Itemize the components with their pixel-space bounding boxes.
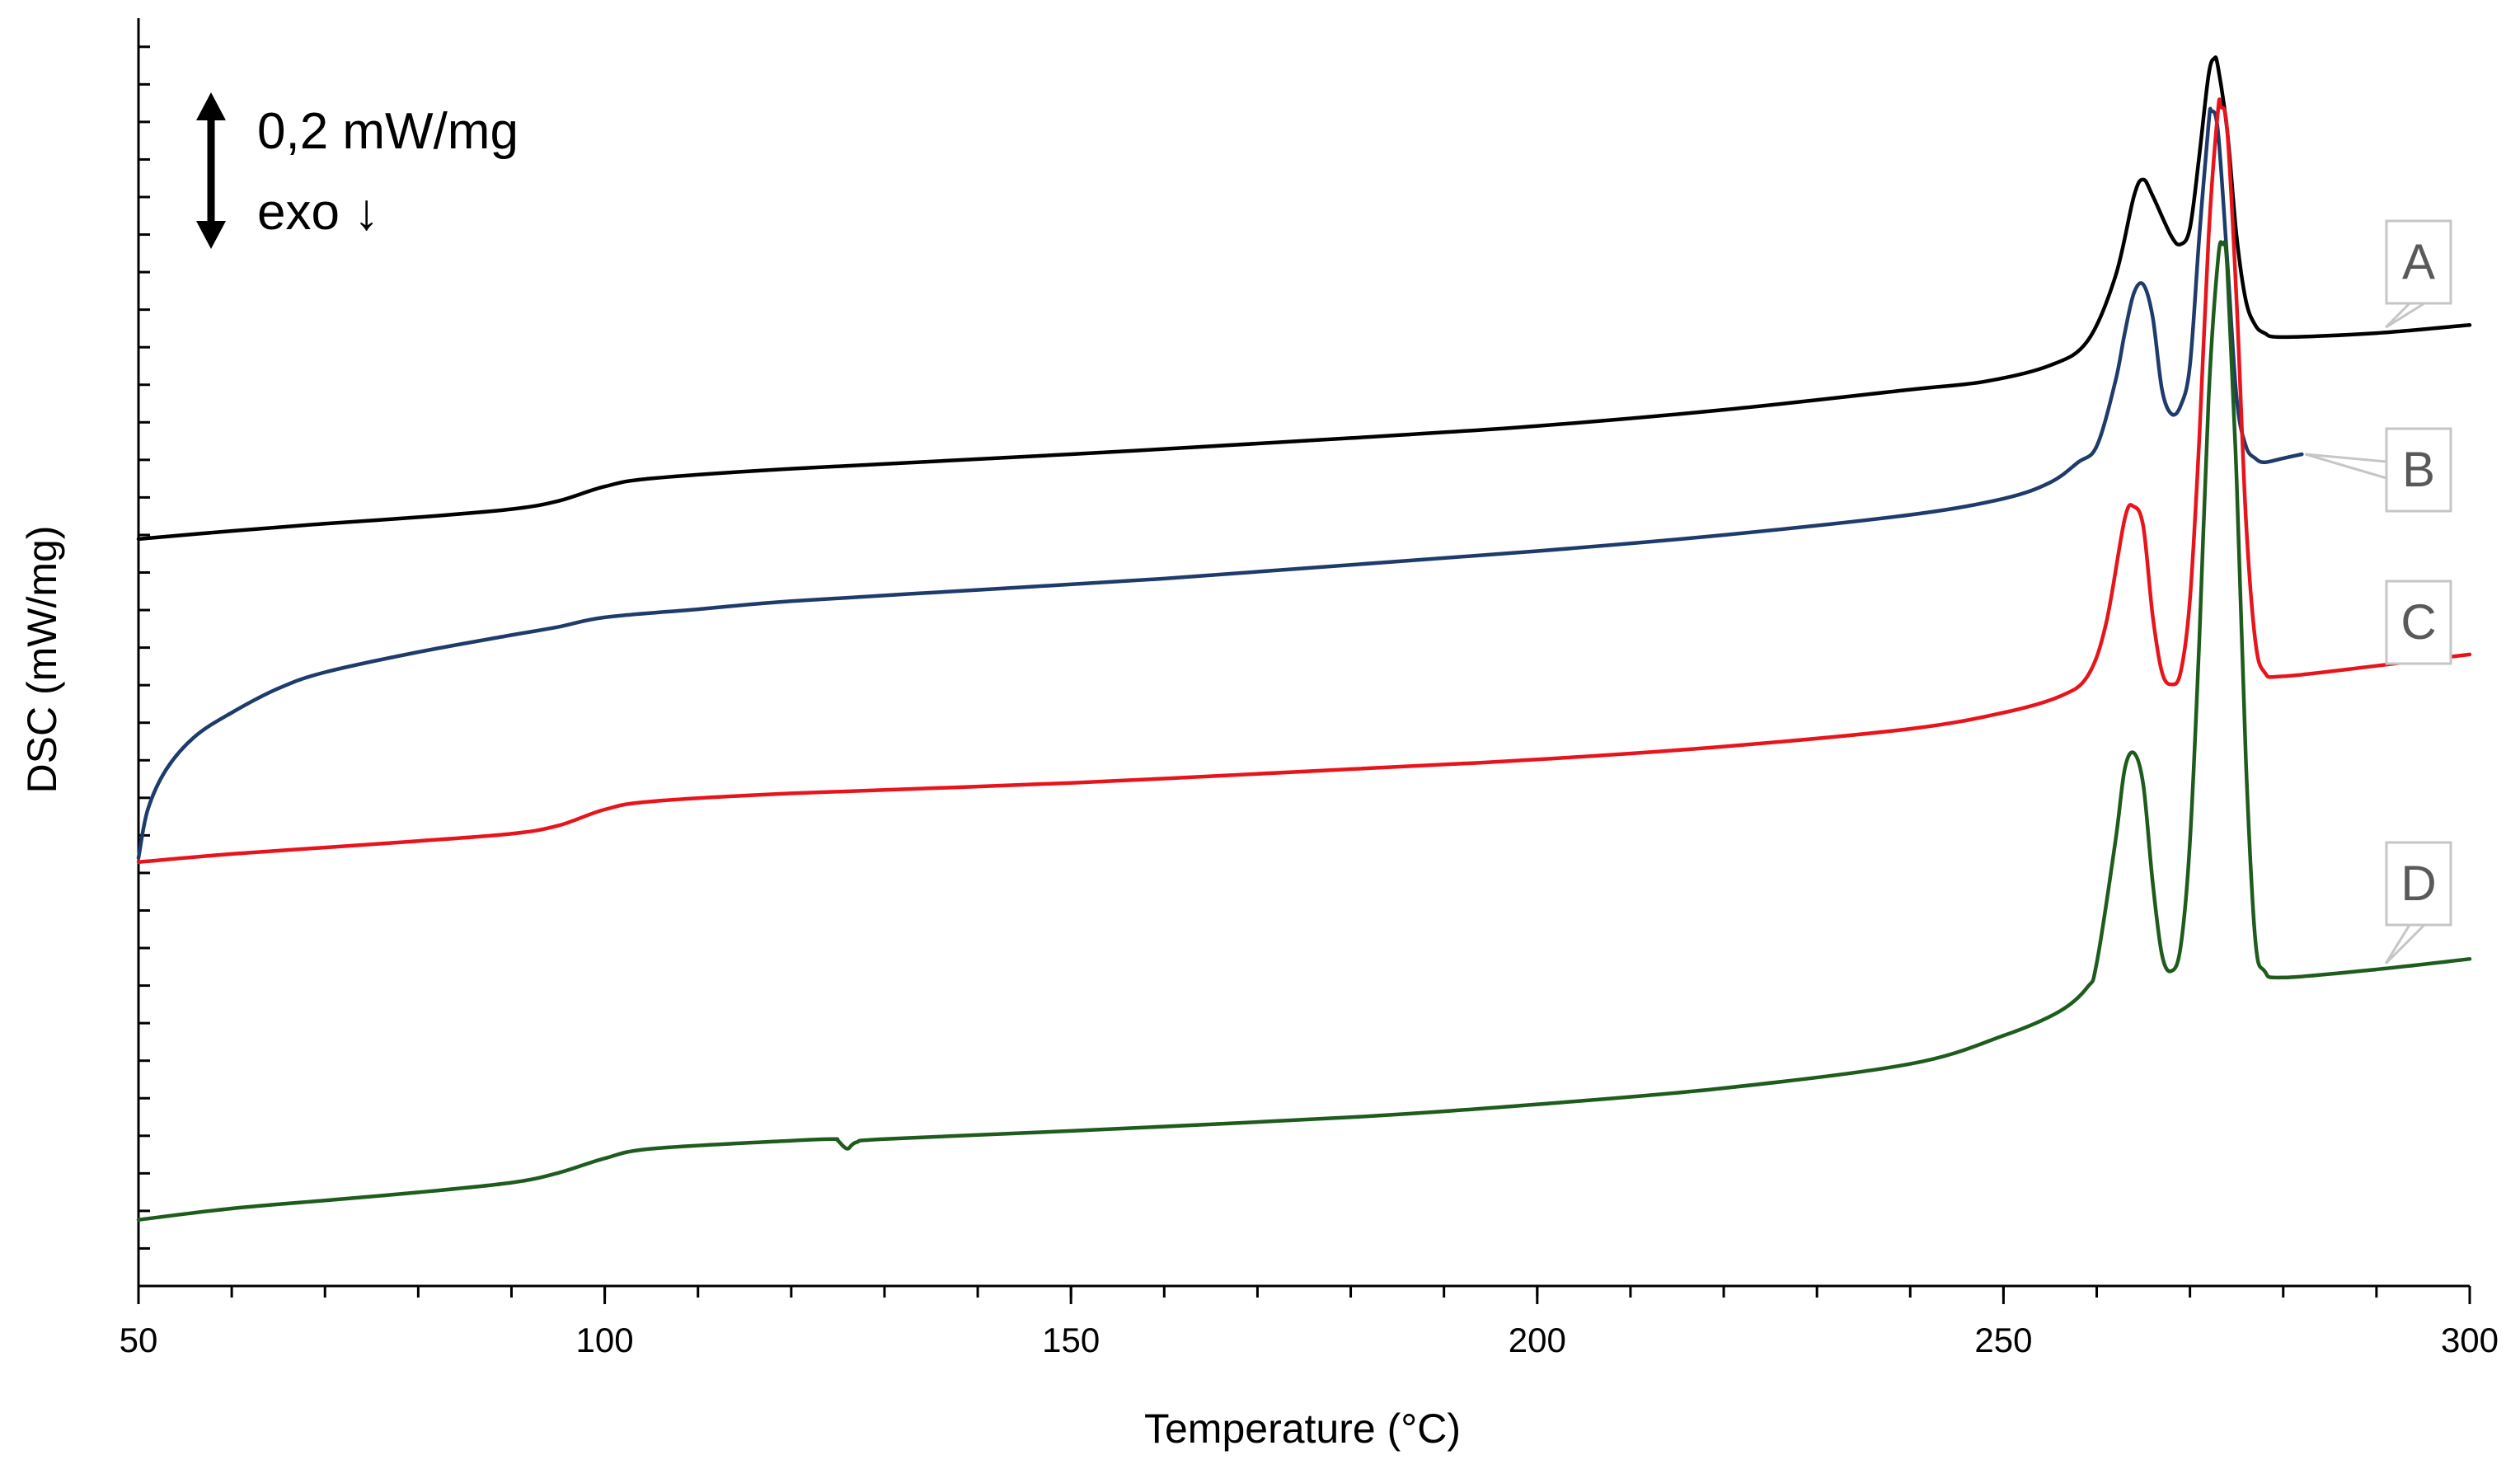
callout-label: D [2400,856,2436,911]
x-tick-label: 50 [120,1321,158,1359]
callout-b: B [2304,427,2452,513]
x-tick-label: 250 [1974,1321,2032,1359]
x-tick-label: 150 [1042,1321,1100,1359]
x-axis-title: Temperature (°C) [1144,1406,1461,1452]
scale-bar: 0,2 mW/mg exo ↓ [196,92,519,249]
callout-a: A [2385,219,2452,329]
callout-label: A [2402,234,2435,289]
series-line-b [136,106,2304,861]
x-tick-label: 100 [576,1321,634,1359]
x-tick-label: 200 [1509,1321,1566,1359]
callout-c: C [2385,580,2452,665]
callout-label: C [2400,594,2436,650]
callout-box [2385,427,2452,513]
x-tick-labels: 50 100 150 200 250 300 [120,1321,2499,1359]
x-axis-ticks [137,1286,2471,1304]
callout-label: B [2402,442,2435,497]
callout-box [2385,841,2452,927]
y-axis-title: DSC (mW/mg) [19,526,65,794]
scale-bar-up-arrow-icon [196,92,226,120]
y-axis-ticks [138,45,150,1288]
minor-ticks [137,1286,2471,1298]
x-tick-label: 300 [2441,1321,2499,1359]
series-lines [136,55,2472,1222]
callout-leader [2385,302,2425,329]
callout-box [2385,219,2452,305]
exo-label: exo ↓ [257,184,379,241]
scale-bar-label: 0,2 mW/mg [257,103,519,160]
series-callouts: A B C D [2304,219,2452,964]
callout-leader [2304,453,2387,480]
series-line-c [136,97,2472,864]
callout-box [2385,580,2452,665]
callout-d: D [2384,841,2452,964]
series-line-d [136,240,2472,1222]
scale-bar-down-arrow-icon [196,221,226,249]
callout-leader [2384,923,2426,964]
